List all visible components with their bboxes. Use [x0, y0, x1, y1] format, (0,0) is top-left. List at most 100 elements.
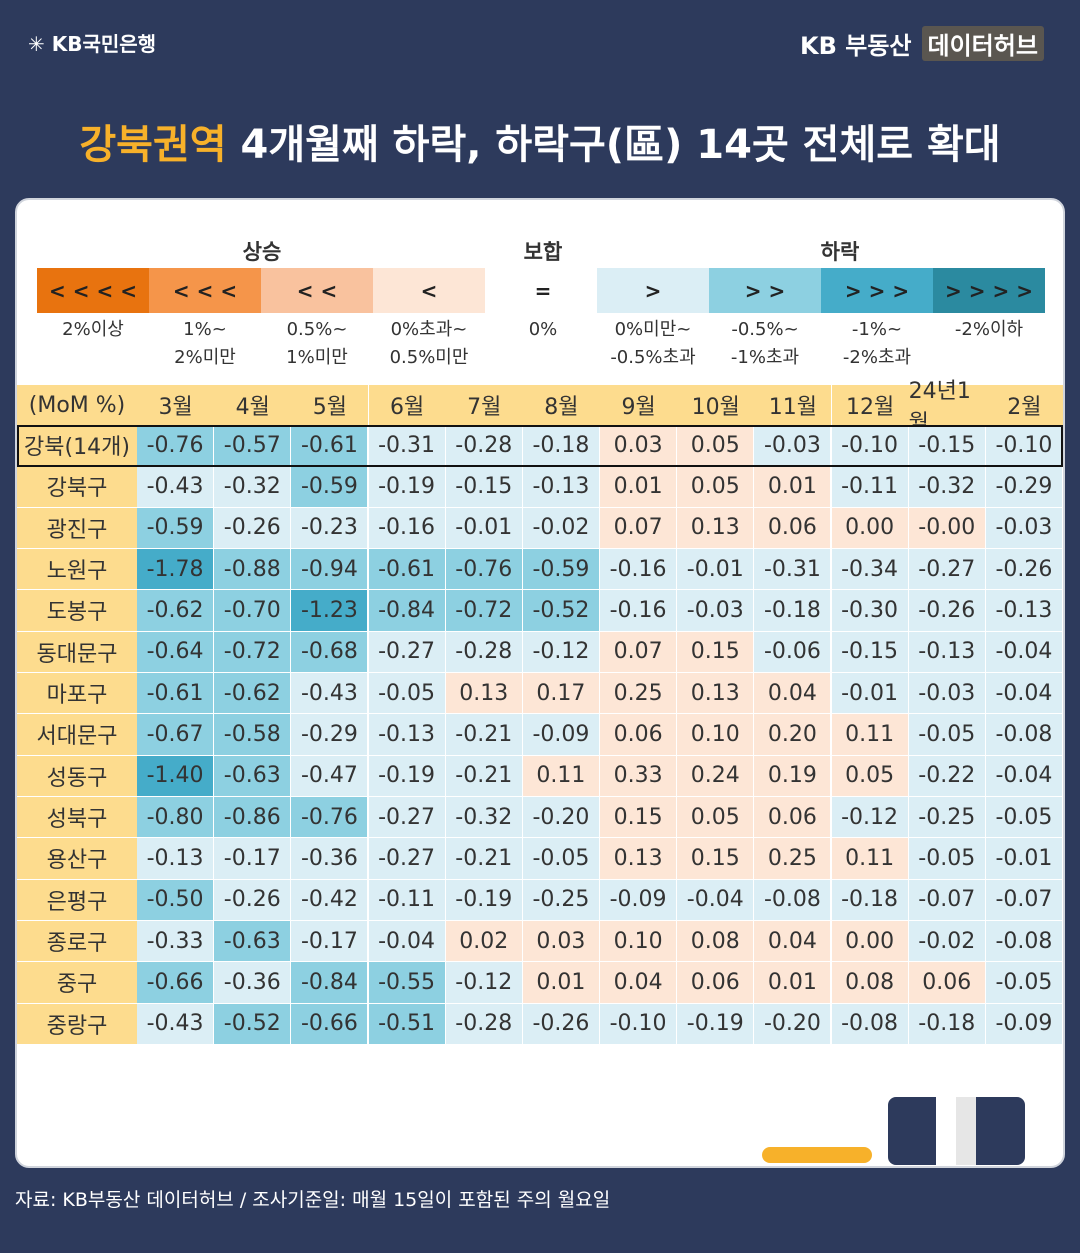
value-cell: -0.25	[908, 796, 986, 839]
value-cell: -0.15	[908, 425, 986, 467]
value-cell: 0.06	[754, 507, 832, 549]
value-cell: -0.02	[908, 920, 986, 963]
footer: 자료: KB부동산 데이터허브 / 조사기준일: 매월 15일이 포함된 주의 …	[15, 1189, 611, 1211]
legend-box: < <	[261, 268, 373, 313]
header-cell: 10월	[677, 385, 755, 425]
value-cell: -0.21	[445, 714, 523, 756]
legend-box: > > >	[821, 268, 933, 313]
decor-strip	[956, 1097, 976, 1165]
logo-text: KB국민은행	[51, 32, 157, 56]
value-cell: -0.57	[214, 425, 292, 467]
value-cell: -0.31	[368, 425, 446, 467]
title-highlight: 강북권역	[79, 122, 227, 168]
value-cell: 0.01	[600, 466, 678, 508]
value-cell: 0.01	[754, 466, 832, 508]
value-cell: -0.28	[445, 1003, 523, 1045]
value-cell: 0.08	[831, 962, 909, 1004]
value-cell: -0.67	[137, 714, 215, 756]
value-cell: -0.16	[600, 548, 678, 591]
value-cell: 0.07	[600, 631, 678, 673]
value-cell: -0.19	[445, 879, 523, 921]
logo: ✳ KB국민은행	[28, 32, 157, 56]
value-cell: -0.58	[214, 714, 292, 756]
value-cell: -0.12	[831, 796, 909, 839]
value-cell: -0.04	[985, 672, 1063, 715]
value-cell: -0.00	[908, 507, 986, 549]
value-cell: -0.80	[137, 796, 215, 839]
legend-label: -1%초과	[730, 347, 800, 368]
brand-text: KB 부동산	[800, 32, 912, 60]
value-cell: -0.61	[368, 548, 446, 591]
value-cell: -0.52	[522, 590, 600, 632]
brand-tag: 데이터허브	[921, 26, 1044, 61]
value-cell: 0.06	[677, 962, 755, 1004]
value-cell: -0.09	[522, 714, 600, 756]
value-cell: -0.10	[600, 1003, 678, 1045]
value-cell: 0.19	[754, 755, 832, 797]
value-cell: -0.25	[522, 879, 600, 921]
decor-bar	[762, 1147, 872, 1163]
value-cell: -0.13	[908, 631, 986, 673]
value-cell: -0.05	[908, 838, 986, 880]
value-cell: -0.32	[445, 796, 523, 839]
value-cell: 0.13	[600, 838, 678, 880]
value-cell: -0.04	[985, 631, 1063, 673]
legend-label: 0%초과~	[390, 319, 468, 340]
value-cell: -0.08	[985, 920, 1063, 963]
value-cell: -0.43	[137, 1003, 215, 1045]
value-cell: -0.18	[522, 425, 600, 467]
value-cell: -0.70	[214, 590, 292, 632]
value-cell: -0.01	[831, 672, 909, 715]
value-cell: -0.17	[291, 920, 369, 963]
value-cell: -0.19	[368, 466, 446, 508]
legend-label: 0.5%미만	[389, 347, 469, 368]
header-cell: 24년1월	[908, 379, 986, 436]
legend-label: -0.5%초과	[610, 347, 696, 368]
header-cell: 5월	[291, 385, 369, 425]
value-cell: -0.84	[291, 962, 369, 1004]
value-cell: -0.05	[368, 672, 446, 715]
value-cell: -0.08	[831, 1003, 909, 1045]
value-cell: -0.84	[368, 590, 446, 632]
value-cell: -0.05	[985, 796, 1063, 839]
header-cell: 6월	[368, 385, 446, 425]
row-label: 노원구	[17, 548, 137, 591]
legend-label: 0.5%~	[286, 319, 348, 340]
value-cell: 0.24	[677, 755, 755, 797]
value-cell: 0.06	[908, 962, 986, 1004]
value-cell: -0.66	[291, 1003, 369, 1045]
total-row-border	[17, 425, 1063, 468]
value-cell: -0.29	[985, 466, 1063, 508]
value-cell: 0.13	[445, 672, 523, 715]
value-cell: -0.11	[831, 466, 909, 508]
value-cell: -0.18	[908, 1003, 986, 1045]
value-cell: -0.62	[137, 590, 215, 632]
value-cell: 0.07	[600, 507, 678, 549]
value-cell: 0.25	[600, 672, 678, 715]
value-cell: -0.08	[985, 714, 1063, 756]
value-cell: -0.04	[677, 879, 755, 921]
value-cell: -0.59	[137, 507, 215, 549]
row-label: 종로구	[17, 920, 137, 963]
value-cell: -0.21	[445, 755, 523, 797]
value-cell: 0.17	[522, 672, 600, 715]
legend-label: -2%초과	[842, 347, 912, 368]
value-cell: -0.64	[137, 631, 215, 673]
value-cell: -0.19	[677, 1003, 755, 1045]
value-cell: -0.63	[214, 920, 292, 963]
value-cell: -0.05	[985, 962, 1063, 1004]
value-cell: -1.78	[137, 548, 215, 591]
value-cell: -0.03	[908, 672, 986, 715]
title-rest: 4개월째 하락, 하락구(區) 14곳 전체로 확대	[240, 122, 1001, 168]
value-cell: -0.43	[291, 672, 369, 715]
value-cell: 0.05	[677, 425, 755, 467]
value-cell: 0.15	[600, 796, 678, 839]
value-cell: 0.11	[522, 755, 600, 797]
value-cell: -0.76	[445, 548, 523, 591]
value-cell: 0.02	[445, 920, 523, 963]
value-cell: -0.36	[291, 838, 369, 880]
legend-label: 1%미만	[286, 347, 348, 368]
row-label: 성동구	[17, 755, 137, 797]
value-cell: -0.17	[214, 838, 292, 880]
value-cell: -0.16	[368, 507, 446, 549]
